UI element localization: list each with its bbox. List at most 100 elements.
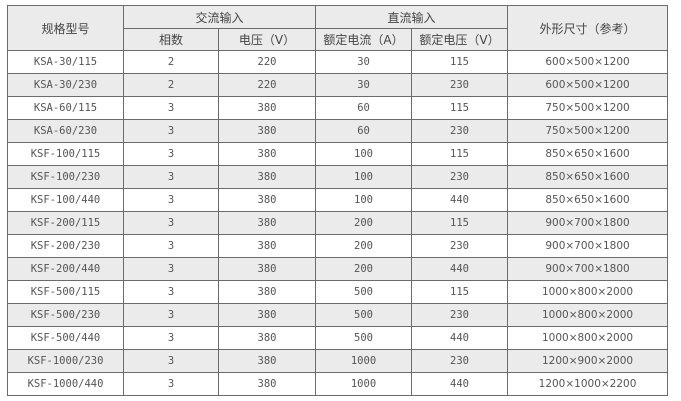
cell-dimensions: 850×650×1600 — [507, 142, 669, 166]
cell-dimensions: 1000×800×2000 — [507, 303, 669, 327]
cell-ac-voltage: 380 — [217, 349, 317, 373]
table-row: KSA-60/230 3 380 60 230 750×500×1200 — [7, 119, 669, 143]
cell-dc-current: 500 — [315, 303, 413, 327]
table-row: KSF-500/230 3 380 500 230 1000×800×2000 — [7, 303, 669, 327]
cell-model: KSA-60/115 — [7, 96, 124, 120]
cell-phases: 3 — [123, 372, 219, 396]
cell-dc-voltage: 440 — [411, 188, 509, 212]
cell-dc-current: 500 — [315, 326, 413, 350]
cell-model: KSF-500/230 — [7, 303, 124, 327]
cell-dc-voltage: 115 — [411, 211, 509, 235]
cell-dc-current: 500 — [315, 280, 413, 304]
cell-ac-voltage: 380 — [217, 326, 317, 350]
cell-model: KSF-500/440 — [7, 326, 124, 350]
cell-dc-voltage: 230 — [411, 303, 509, 327]
table-row: KSF-500/440 3 380 500 440 1000×800×2000 — [7, 326, 669, 350]
table-row: KSF-200/230 3 380 200 230 900×700×1800 — [7, 234, 669, 258]
cell-dimensions: 900×700×1800 — [507, 234, 669, 258]
cell-model: KSF-200/230 — [7, 234, 124, 258]
cell-dc-voltage: 440 — [411, 372, 509, 396]
cell-phases: 3 — [123, 349, 219, 373]
cell-dc-current: 1000 — [315, 349, 413, 373]
cell-dc-voltage: 115 — [411, 50, 509, 74]
cell-dimensions: 1200×900×2000 — [507, 349, 669, 373]
cell-dc-current: 30 — [315, 73, 413, 97]
cell-phases: 3 — [123, 165, 219, 189]
cell-dimensions: 850×650×1600 — [507, 165, 669, 189]
header-dimensions: 外形尺寸（参考） — [507, 5, 669, 51]
cell-phases: 3 — [123, 142, 219, 166]
cell-dc-current: 100 — [315, 165, 413, 189]
cell-ac-voltage: 380 — [217, 119, 317, 143]
cell-ac-voltage: 380 — [217, 211, 317, 235]
cell-model: KSF-200/115 — [7, 211, 124, 235]
cell-model: KSF-100/230 — [7, 165, 124, 189]
table-row: KSF-500/115 3 380 500 115 1000×800×2000 — [7, 280, 669, 304]
header-rated-current: 额定电流（A） — [315, 28, 413, 51]
cell-ac-voltage: 380 — [217, 96, 317, 120]
cell-dimensions: 850×650×1600 — [507, 188, 669, 212]
cell-dc-voltage: 230 — [411, 73, 509, 97]
table-row: KSF-100/115 3 380 100 115 850×650×1600 — [7, 142, 669, 166]
cell-ac-voltage: 380 — [217, 142, 317, 166]
cell-ac-voltage: 380 — [217, 280, 317, 304]
cell-ac-voltage: 380 — [217, 257, 317, 281]
cell-phases: 3 — [123, 119, 219, 143]
cell-dc-current: 200 — [315, 257, 413, 281]
table-row: KSA-30/230 2 220 30 230 600×500×1200 — [7, 73, 669, 97]
cell-model: KSA-30/115 — [7, 50, 124, 74]
cell-dc-current: 100 — [315, 142, 413, 166]
cell-dc-current: 200 — [315, 211, 413, 235]
cell-phases: 3 — [123, 303, 219, 327]
header-voltage: 电压（V） — [217, 28, 317, 51]
header-dc-input: 直流输入 — [315, 5, 509, 29]
cell-phases: 3 — [123, 188, 219, 212]
cell-dimensions: 750×500×1200 — [507, 96, 669, 120]
table-row: KSF-1000/230 3 380 1000 230 1200×900×2000 — [7, 349, 669, 373]
cell-phases: 2 — [123, 50, 219, 74]
table-row: KSF-1000/440 3 380 1000 440 1200×1000×2200 — [7, 372, 669, 396]
cell-phases: 3 — [123, 257, 219, 281]
cell-dc-voltage: 115 — [411, 280, 509, 304]
cell-model: KSF-100/115 — [7, 142, 124, 166]
cell-model: KSF-500/115 — [7, 280, 124, 304]
cell-dc-current: 100 — [315, 188, 413, 212]
table-row: KSF-100/440 3 380 100 440 850×650×1600 — [7, 188, 669, 212]
cell-dimensions: 600×500×1200 — [507, 50, 669, 74]
header-model: 规格型号 — [7, 5, 124, 51]
header-rated-voltage: 额定电压（V） — [411, 28, 509, 51]
cell-phases: 3 — [123, 280, 219, 304]
cell-ac-voltage: 380 — [217, 188, 317, 212]
header-ac-input: 交流输入 — [122, 5, 317, 29]
cell-dc-current: 30 — [315, 50, 413, 74]
cell-dc-voltage: 115 — [411, 96, 509, 120]
table-row: KSF-100/230 3 380 100 230 850×650×1600 — [7, 165, 669, 189]
spec-table: 规格型号 交流输入 直流输入 外形尺寸（参考） 相数 电压（V） 额定电流（A）… — [7, 5, 669, 396]
cell-phases: 3 — [123, 326, 219, 350]
cell-dc-current: 200 — [315, 234, 413, 258]
cell-dimensions: 600×500×1200 — [507, 73, 669, 97]
cell-dc-voltage: 230 — [411, 119, 509, 143]
cell-dc-voltage: 230 — [411, 234, 509, 258]
cell-dimensions: 1200×1000×2200 — [507, 372, 669, 396]
table-row: KSA-30/115 2 220 30 115 600×500×1200 — [7, 50, 669, 74]
cell-dc-voltage: 440 — [411, 326, 509, 350]
cell-model: KSF-1000/230 — [7, 349, 124, 373]
cell-dc-voltage: 440 — [411, 257, 509, 281]
cell-model: KSF-1000/440 — [7, 372, 124, 396]
table-row: KSA-60/115 3 380 60 115 750×500×1200 — [7, 96, 669, 120]
table-row: KSF-200/440 3 380 200 440 900×700×1800 — [7, 257, 669, 281]
cell-ac-voltage: 380 — [217, 303, 317, 327]
cell-ac-voltage: 220 — [217, 50, 317, 74]
cell-ac-voltage: 380 — [217, 372, 317, 396]
cell-dimensions: 1000×800×2000 — [507, 326, 669, 350]
cell-ac-voltage: 380 — [217, 165, 317, 189]
cell-dimensions: 750×500×1200 — [507, 119, 669, 143]
cell-ac-voltage: 380 — [217, 234, 317, 258]
cell-model: KSF-200/440 — [7, 257, 124, 281]
cell-model: KSA-30/230 — [7, 73, 124, 97]
cell-dc-voltage: 230 — [411, 349, 509, 373]
cell-dc-current: 60 — [315, 119, 413, 143]
cell-dc-voltage: 115 — [411, 142, 509, 166]
cell-ac-voltage: 220 — [217, 73, 317, 97]
